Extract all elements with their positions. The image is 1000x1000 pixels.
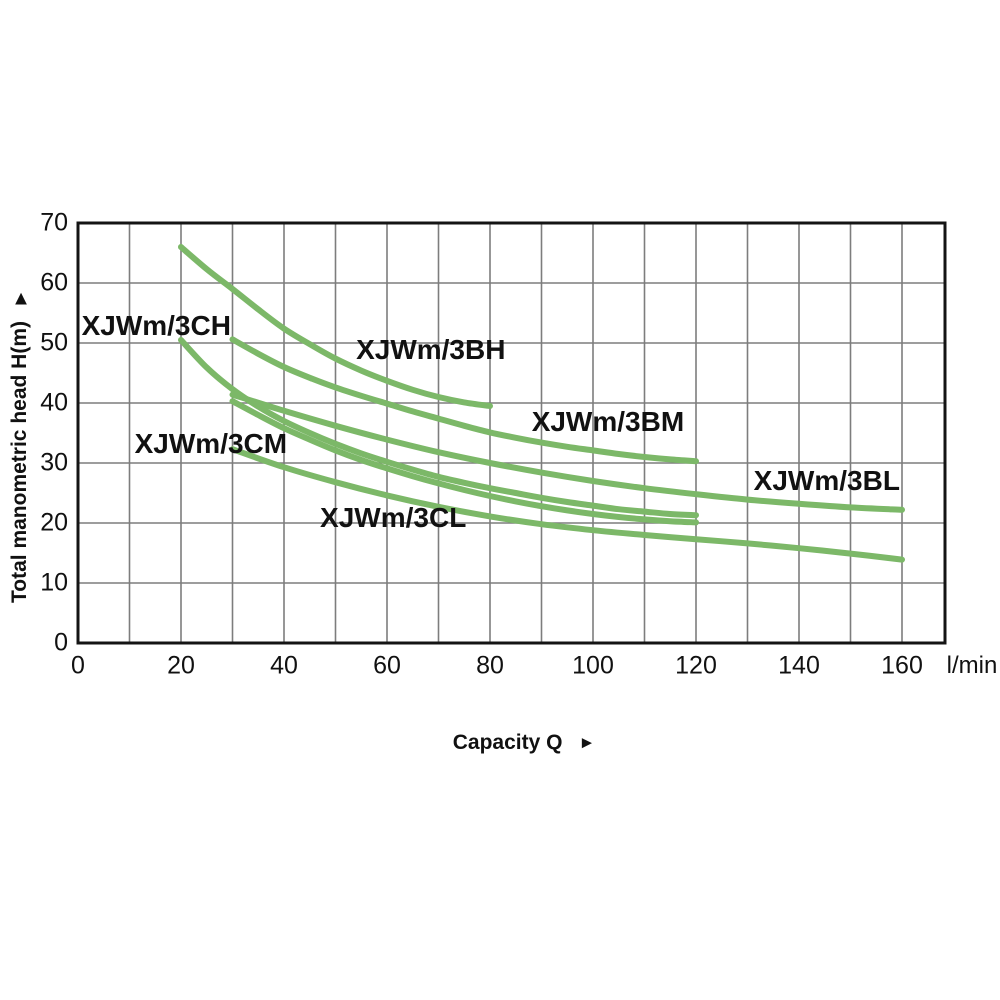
performance-curve-xjwm-3cm bbox=[178, 337, 699, 519]
performance-curve-xjwm-3bl bbox=[229, 446, 905, 563]
x-tick-label-80: 80 bbox=[476, 651, 504, 680]
curve-label-xjwm-3bh: XJWm/3BH bbox=[356, 334, 506, 366]
y-tick-label-10: 10 bbox=[40, 568, 68, 597]
y-tick-label-40: 40 bbox=[40, 388, 68, 417]
y-axis-up-arrow-icon: ▲ bbox=[11, 287, 31, 310]
plot-border bbox=[76, 221, 947, 645]
curve-label-xjwm-3bl: XJWm/3BL bbox=[753, 465, 900, 496]
curve-label-xjwm-3ch: XJWm/3CH bbox=[81, 310, 231, 342]
x-tick-label-60: 60 bbox=[373, 651, 401, 680]
y-tick-label-0: 0 bbox=[54, 628, 68, 657]
performance-curve-xjwm-3cl bbox=[229, 398, 699, 526]
y-tick-label-60: 60 bbox=[40, 268, 68, 297]
x-tick-label-0: 0 bbox=[71, 651, 85, 680]
performance-curve-xjwm-3bh bbox=[229, 336, 699, 465]
curve-label-xjwm-3cl: XJWm/3CL bbox=[320, 502, 467, 534]
y-tick-label-20: 20 bbox=[40, 508, 68, 537]
y-tick-label-30: 30 bbox=[40, 448, 68, 477]
curve-label-xjwm-3bm: XJWm/3BM bbox=[531, 406, 685, 438]
x-axis-unit-label: l/min bbox=[946, 652, 998, 679]
performance-curve-xjwm-3ch bbox=[178, 244, 493, 409]
x-axis-right-arrow-icon: ► bbox=[578, 733, 596, 752]
x-axis-title: Capacity Q ► bbox=[453, 731, 596, 755]
x-axis-title-text: Capacity Q bbox=[452, 731, 563, 754]
curve-label-xjwm-3cm: XJWm/3CM bbox=[134, 427, 288, 459]
y-tick-label-50: 50 bbox=[40, 328, 68, 357]
performance-curve-xjwm-3bm bbox=[229, 391, 905, 513]
x-tick-label-100: 100 bbox=[572, 651, 614, 680]
x-tick-label-160: 160 bbox=[881, 651, 923, 680]
y-tick-label-70: 70 bbox=[40, 208, 68, 237]
x-tick-label-140: 140 bbox=[778, 651, 820, 680]
y-axis-title: Total manometric head H(m) bbox=[8, 321, 31, 603]
x-tick-label-120: 120 bbox=[675, 651, 717, 680]
x-tick-label-40: 40 bbox=[270, 651, 298, 680]
x-tick-label-20: 20 bbox=[167, 651, 195, 680]
